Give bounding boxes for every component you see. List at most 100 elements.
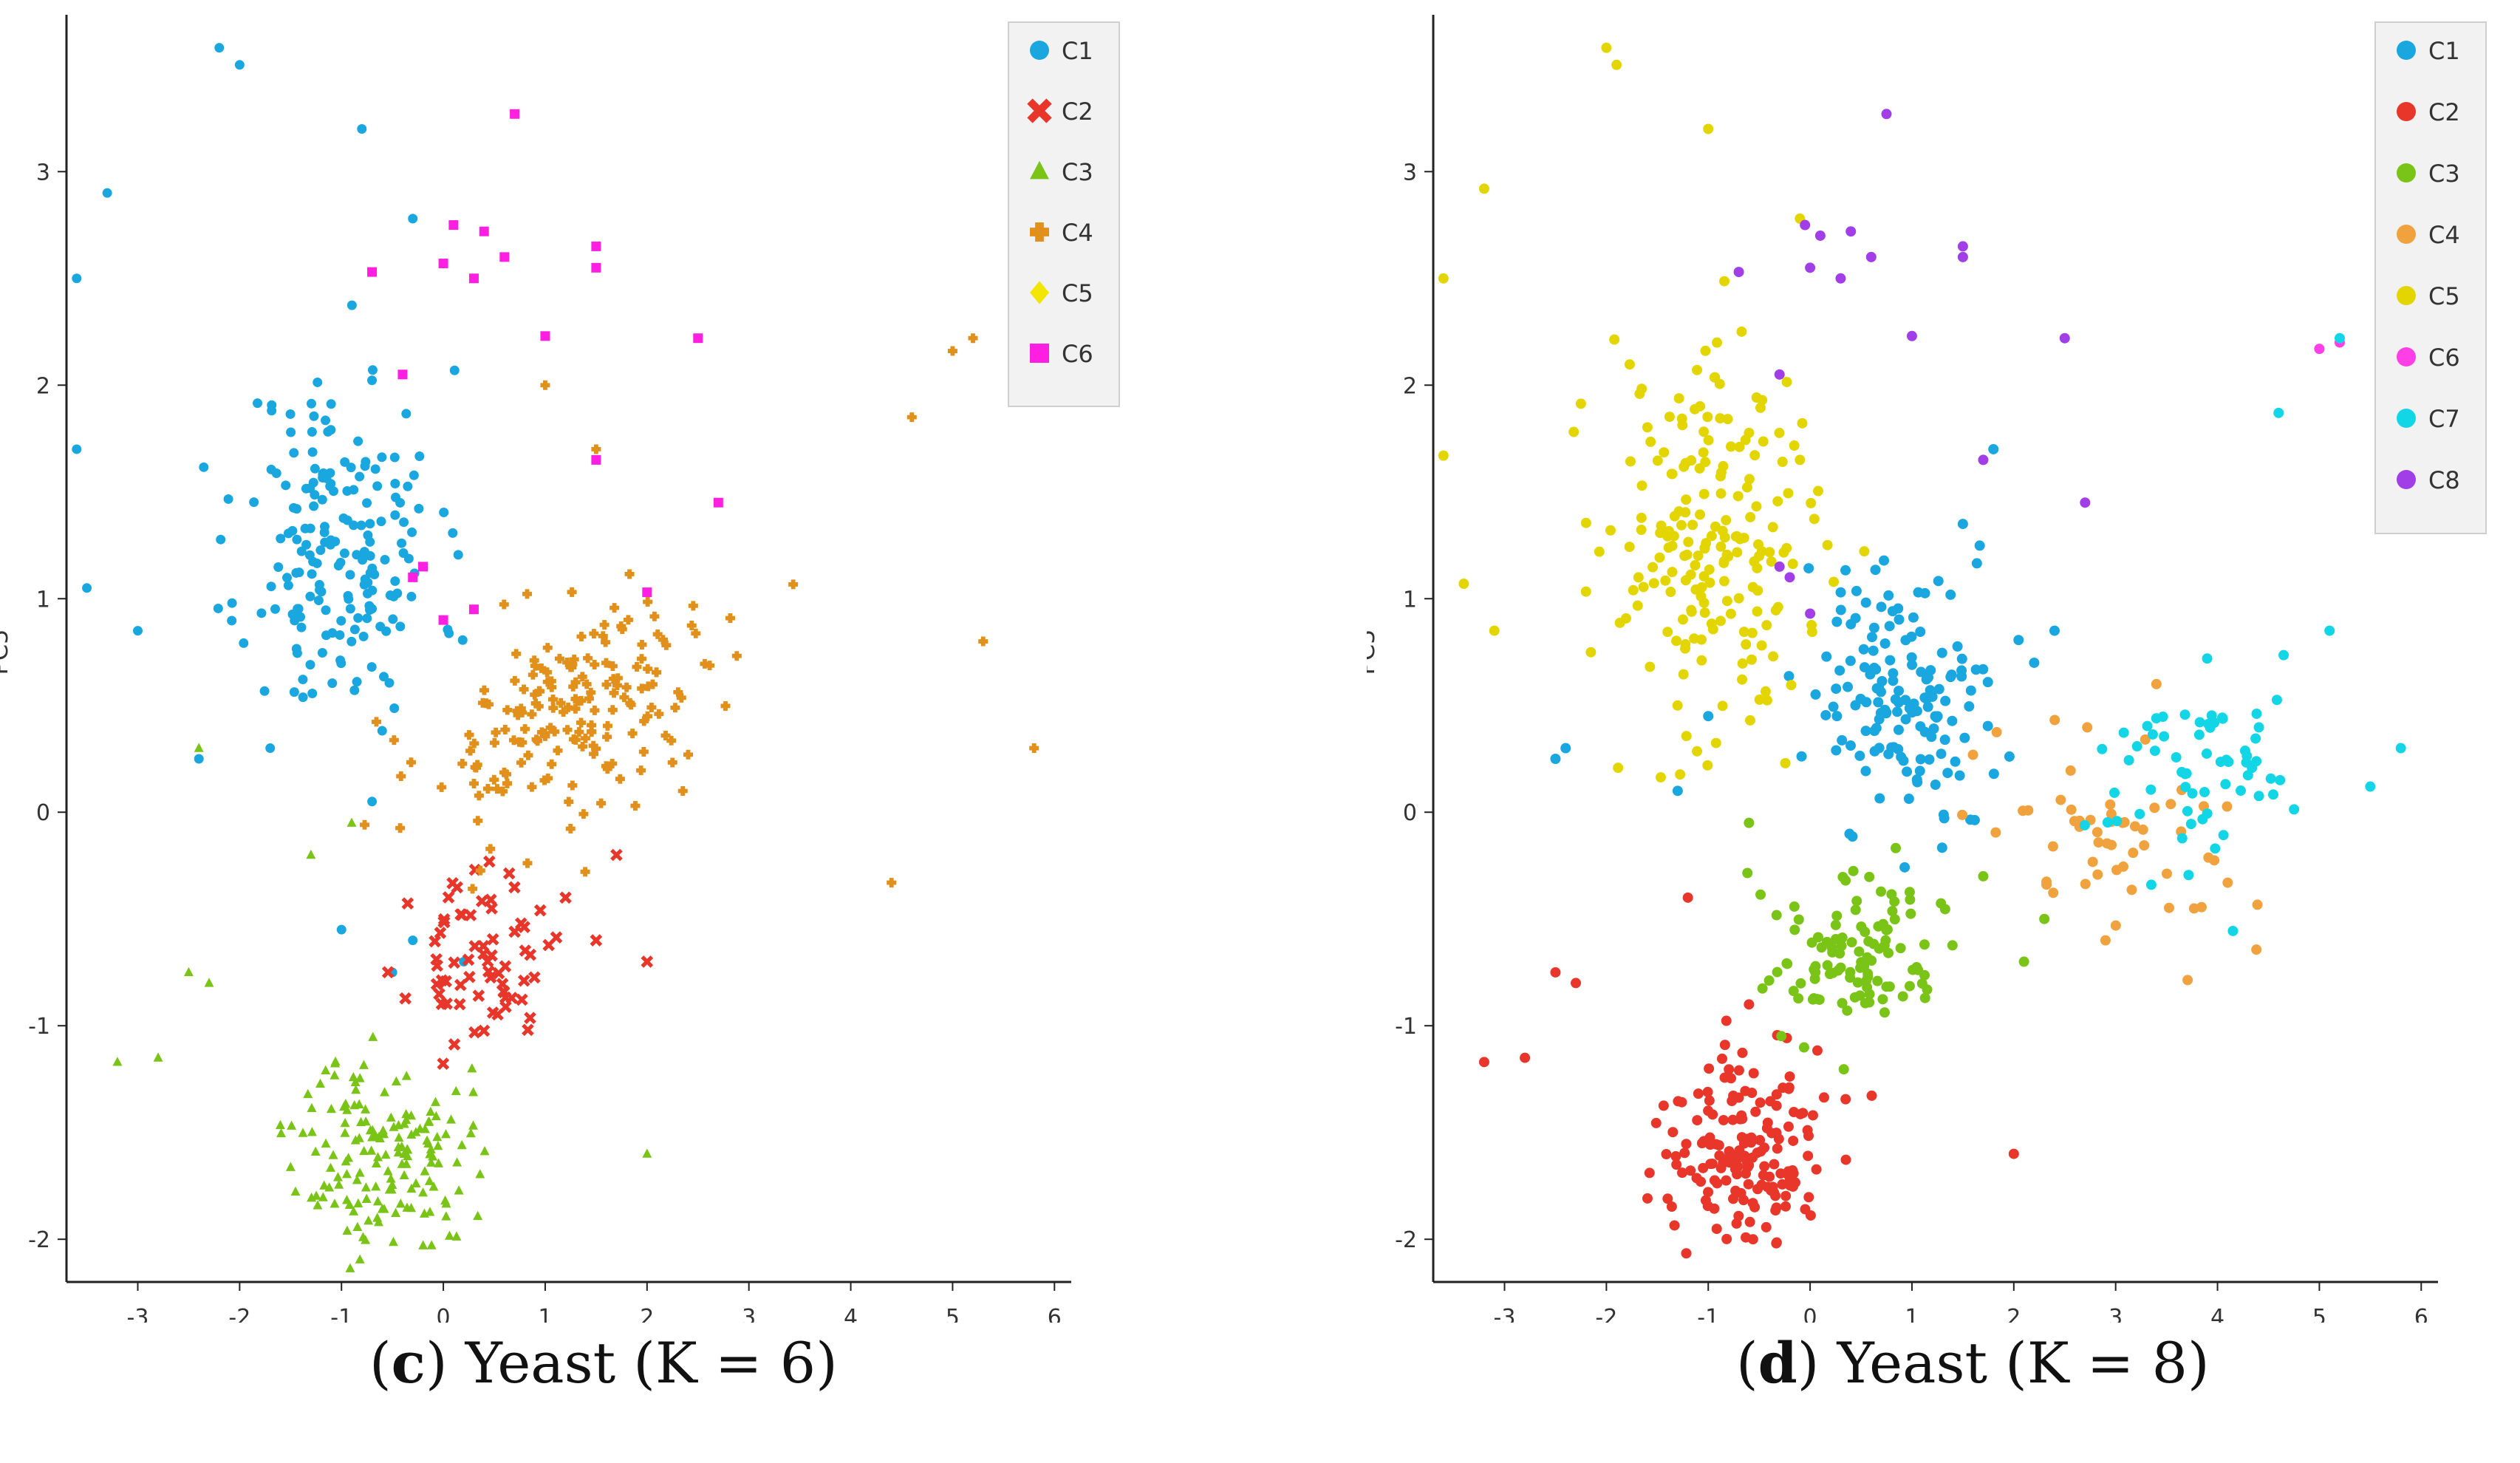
data-point: [619, 692, 629, 703]
data-point: [1712, 337, 1723, 348]
data-point: [556, 698, 566, 708]
data-point: [1648, 578, 1659, 589]
data-point: [2271, 695, 2282, 706]
data-point: [1687, 519, 1698, 531]
data-point: [352, 1221, 363, 1231]
data-point: [2253, 791, 2264, 802]
data-point: [1860, 765, 1871, 777]
data-point: [344, 1153, 354, 1162]
data-point: [1925, 665, 1936, 676]
data-point: [1811, 1164, 1822, 1175]
data-point: [1946, 669, 1957, 681]
data-point: [1686, 455, 1697, 466]
data-point: [475, 895, 488, 907]
data-point: [548, 703, 559, 713]
data-point: [321, 605, 331, 615]
data-point: [428, 1151, 438, 1161]
data-point: [590, 934, 603, 947]
data-point: [2100, 935, 2111, 946]
y-tick-label: 1: [36, 587, 50, 613]
data-point: [529, 655, 539, 666]
data-point: [1897, 991, 1908, 1002]
data-point: [399, 517, 409, 528]
data-point: [352, 677, 362, 687]
data-point: [1783, 1121, 1794, 1132]
data-point: [321, 415, 331, 426]
data-point: [282, 573, 293, 583]
data-point: [1864, 871, 1875, 882]
data-point: [444, 1230, 454, 1240]
data-point: [1744, 474, 1755, 485]
data-point: [1645, 661, 1656, 672]
data-point: [1795, 1108, 1806, 1119]
data-point: [1741, 639, 1752, 650]
data-point: [1721, 1175, 1732, 1186]
data-point: [1874, 714, 1885, 725]
data-point: [1738, 532, 1749, 543]
data-point: [2126, 884, 2137, 896]
legend-marker: [2397, 102, 2416, 121]
data-point: [1840, 1094, 1851, 1105]
data-point: [542, 667, 553, 678]
data-point: [1982, 720, 1993, 732]
data-point: [316, 587, 327, 597]
data-point: [1903, 794, 1914, 805]
data-point: [1758, 1170, 1769, 1181]
data-point: [1690, 584, 1701, 595]
data-point: [2185, 819, 2196, 830]
caption-letter: d: [1758, 1330, 1797, 1396]
data-point: [2179, 709, 2191, 720]
data-point: [479, 226, 489, 236]
data-point: [584, 693, 594, 703]
data-point: [609, 688, 619, 698]
legend-label: C1: [2428, 37, 2460, 65]
data-point: [2241, 757, 2252, 768]
data-point: [1788, 986, 1799, 997]
data-point: [1874, 793, 1885, 804]
data-point: [355, 471, 365, 482]
data-point: [372, 481, 383, 491]
data-point: [1644, 1167, 1655, 1179]
data-point: [1673, 393, 1684, 404]
data-point: [1757, 395, 1768, 406]
data-point: [577, 672, 587, 682]
data-point: [1732, 1169, 1743, 1180]
data-point: [360, 461, 370, 471]
data-point: [223, 494, 233, 504]
data-point: [580, 867, 590, 877]
data-point: [453, 998, 466, 1011]
data-point: [2065, 765, 2076, 776]
data-point: [1715, 413, 1726, 424]
data-point: [468, 273, 479, 284]
data-point: [643, 711, 653, 721]
data-point: [393, 1147, 403, 1157]
data-point: [2183, 870, 2194, 881]
data-point: [328, 1150, 338, 1159]
data-point: [2047, 841, 2058, 852]
data-point: [2145, 879, 2157, 890]
data-point: [1715, 488, 1727, 499]
data-point: [1894, 614, 1905, 625]
data-point: [661, 640, 672, 650]
y-tick-label: -1: [1395, 1014, 1417, 1040]
data-point: [1780, 757, 1791, 768]
data-point: [2217, 713, 2228, 724]
data-point: [1805, 262, 1816, 273]
data-point: [1489, 625, 1500, 636]
data-point: [1568, 426, 1580, 437]
data-point: [1699, 607, 1710, 618]
data-point: [1783, 1166, 1794, 1177]
data-point: [2147, 729, 2158, 740]
data-point: [1733, 1065, 1744, 1076]
data-point: [1957, 809, 1968, 820]
data-point: [601, 637, 611, 647]
data-point: [474, 791, 484, 801]
caption-letter: c: [391, 1330, 426, 1396]
data-point: [574, 727, 584, 737]
data-point: [371, 717, 381, 727]
data-point: [601, 679, 612, 689]
data-point: [239, 638, 249, 648]
data-point: [433, 1140, 443, 1150]
data-point: [367, 375, 378, 386]
data-point: [339, 548, 349, 559]
